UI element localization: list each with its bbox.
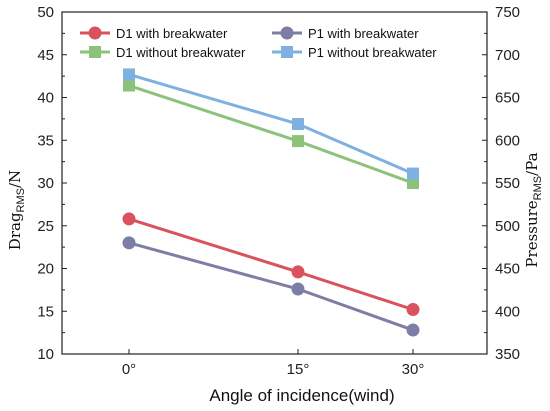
legend-marker	[281, 46, 293, 58]
left-tick-label: 20	[37, 261, 54, 278]
axes-frame	[61, 11, 488, 355]
legend-marker	[89, 46, 101, 58]
x-axis-ticks: 0° 15° 30°	[122, 349, 425, 378]
legend-label: D1 with breakwater	[116, 26, 228, 41]
data-point	[123, 68, 135, 81]
data-point	[292, 118, 304, 131]
legend-label: P1 without breakwater	[308, 45, 437, 60]
x-tick-label: 30°	[402, 361, 425, 378]
data-point	[407, 167, 419, 180]
plot-frame	[61, 11, 488, 355]
legend-item: D1 without breakwater	[80, 45, 246, 60]
left-tick-label: 25	[37, 218, 54, 235]
left-tick-label: 45	[37, 47, 54, 64]
legend-marker	[280, 26, 294, 40]
legend-label: D1 without breakwater	[116, 45, 246, 60]
series-line-3	[128, 72, 414, 175]
left-axis-title-main: Drag	[6, 212, 24, 250]
data-point	[291, 265, 305, 279]
legend-item: D1 with breakwater	[80, 26, 228, 41]
left-tick-label: 35	[37, 132, 54, 149]
right-tick-label: 600	[495, 132, 520, 149]
data-point	[406, 303, 420, 317]
left-axis-title-sub: RMS	[15, 188, 27, 212]
data-point	[406, 323, 420, 337]
data-point	[122, 236, 136, 250]
legend-label: P1 with breakwater	[308, 26, 419, 41]
right-tick-label: 350	[495, 346, 520, 363]
series-line-0	[128, 217, 414, 311]
legend-item: P1 without breakwater	[272, 45, 437, 60]
right-tick-label: 400	[495, 303, 520, 320]
right-axis-title-main: Pressure	[523, 200, 541, 267]
x-tick-label: 15°	[287, 361, 310, 378]
legend: D1 with breakwater P1 with breakwater D1 w…	[80, 26, 437, 60]
series-layer	[122, 68, 420, 337]
data-point	[122, 212, 136, 226]
right-axis-title-sub: RMS	[532, 176, 544, 200]
right-axis-title-unit: /Pa	[523, 152, 541, 175]
right-tick-label: 550	[495, 175, 520, 192]
right-tick-label: 500	[495, 218, 520, 235]
legend-marker	[88, 26, 102, 40]
right-tick-label: 650	[495, 90, 520, 107]
left-tick-label: 15	[37, 303, 54, 320]
data-point	[292, 135, 304, 148]
right-tick-label: 450	[495, 261, 520, 278]
right-tick-label: 700	[495, 47, 520, 64]
series-line-2	[128, 84, 414, 185]
legend-item: P1 with breakwater	[272, 26, 419, 41]
left-tick-label: 30	[37, 175, 54, 192]
left-tick-label: 50	[37, 4, 54, 21]
x-tick-label: 0°	[122, 361, 136, 378]
left-axis-title-unit: /N	[6, 170, 24, 188]
series-line-1	[128, 241, 414, 332]
right-axis-title: PressureRMS/Pa	[523, 152, 544, 267]
right-axis-ticks: 350 400 450 500 550 600 650 700 750	[482, 4, 520, 363]
left-axis-ticks: 10 15 20 25 30 35 40 45 50	[37, 4, 67, 363]
data-point	[407, 177, 419, 189]
data-point	[123, 79, 135, 92]
left-axis-title: DragRMS/N	[6, 170, 27, 250]
data-point	[291, 282, 305, 296]
right-tick-label: 750	[495, 4, 520, 21]
x-axis-title: Angle of incidence(wind)	[209, 386, 394, 405]
left-tick-label: 10	[37, 346, 54, 363]
left-tick-label: 40	[37, 90, 54, 107]
